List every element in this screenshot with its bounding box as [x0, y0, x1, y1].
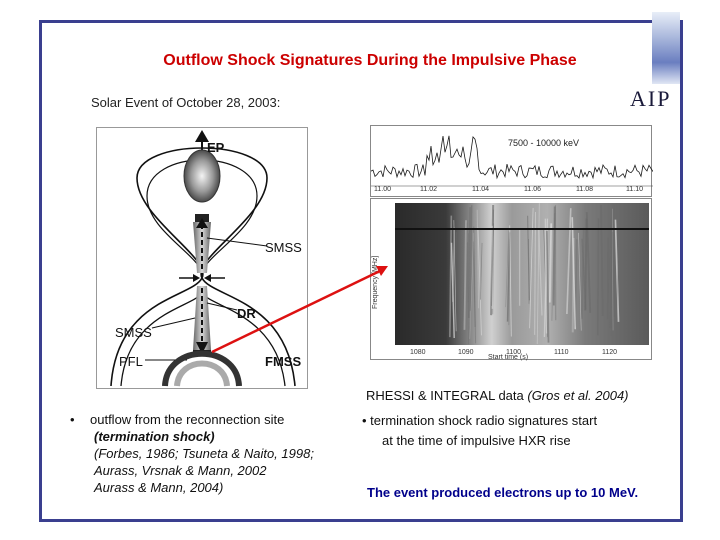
- spectrogram-streak: [566, 208, 572, 314]
- label-smss-top: SMSS: [265, 240, 302, 255]
- spectrogram-streak: [480, 242, 483, 300]
- spectrogram-streak: [467, 207, 472, 318]
- spectrogram-streak: [505, 230, 510, 308]
- spectrogram-streak: [571, 217, 577, 330]
- hxr-tick-4: 11.08: [576, 186, 593, 193]
- caption-ref: (Gros et al. 2004): [527, 388, 629, 403]
- hxr-lightcurve: [370, 135, 654, 180]
- spectrogram-streak: [551, 213, 556, 321]
- spectrogram-streak: [596, 218, 600, 336]
- hxr-tick-3: 11.06: [524, 186, 541, 193]
- spectro-x-label: Start time (s): [488, 354, 529, 361]
- label-ep: EP: [207, 140, 225, 155]
- spectrogram-streak: [578, 232, 582, 331]
- spectrogram-streak: [453, 220, 457, 332]
- spectrogram-streak: [607, 217, 612, 303]
- hxr-lightcurve-panel: [370, 125, 654, 197]
- spectrogram-streak: [450, 242, 455, 339]
- spectrogram-streak: [545, 230, 550, 343]
- spectrogram-streak: [477, 227, 482, 336]
- slide-frame: [39, 20, 683, 522]
- spectro-tick-1: 1090: [458, 349, 474, 356]
- hxr-tick-2: 11.04: [472, 186, 489, 193]
- spectrogram-streak: [552, 206, 556, 306]
- label-fmss: FMSS: [265, 354, 302, 369]
- label-smss-bottom: SMSS: [115, 325, 152, 340]
- spectrogram-streak: [538, 229, 543, 316]
- spectrogram-streak: [472, 241, 476, 328]
- spectrogram-streak: [536, 203, 540, 345]
- spectrogram-streak: [462, 222, 468, 321]
- spectrogram-streak: [506, 232, 511, 322]
- spectrogram-streak: [509, 225, 512, 337]
- spectrogram-streak: [534, 211, 536, 335]
- logo-graphic: [652, 12, 680, 84]
- label-pfl: PFL: [119, 354, 143, 369]
- spectrogram-streak: [449, 215, 453, 338]
- spectrogram-streak: [584, 218, 588, 311]
- left-bullet-line5: Aurass & Mann, 2004): [94, 480, 224, 495]
- spectrogram-streak: [609, 231, 614, 329]
- right-bullet-line1: termination shock radio signatures start: [370, 413, 598, 428]
- spectro-tick-4: 1120: [602, 349, 618, 356]
- spectrogram-streak: [616, 221, 620, 320]
- spectrogram-streak: [580, 227, 585, 319]
- spectro-tick-3: 1110: [554, 349, 569, 356]
- spectrogram-streak: [571, 237, 575, 333]
- spectrogram-streak: [476, 209, 480, 309]
- bullet-dot: •: [362, 413, 371, 428]
- hxr-tick-0: 11.00: [374, 186, 391, 193]
- reconnection-diagram: EP SMSS DR SMSS PFL FMSS: [96, 127, 308, 389]
- caption-main: RHESSI & INTEGRAL data: [366, 388, 528, 403]
- left-bullet-line2: (termination shock): [94, 429, 215, 444]
- hxr-tick-5: 11.10: [626, 186, 643, 193]
- spectrogram-streak: [469, 205, 473, 311]
- spectro-tick-0: 1080: [410, 349, 426, 356]
- spectrogram-streak: [469, 232, 474, 339]
- right-bullet-line2: at the time of impulsive HXR rise: [382, 433, 571, 448]
- bullet-dot: •: [70, 412, 75, 427]
- spectrogram-streak: [600, 205, 604, 316]
- energy-band-label: 7500 - 10000 keV: [508, 138, 580, 148]
- label-dr: DR: [237, 306, 256, 321]
- right-bullet: • termination shock radio signatures sta…: [362, 411, 662, 451]
- left-bullet-line3: (Forbes, 1986; Tsuneta & Naito, 1998;: [94, 446, 314, 461]
- slide-title: Outflow Shock Signatures During the Impu…: [163, 52, 577, 69]
- spectrogram-streak: [491, 209, 495, 306]
- hxr-tick-1: 11.02: [420, 186, 437, 193]
- figure-caption: RHESSI & INTEGRAL data (Gros et al. 2004…: [366, 388, 629, 403]
- spectrogram-streak: [610, 240, 613, 336]
- logo: AIP: [630, 86, 672, 111]
- spectro-tick-2: 1100: [506, 349, 522, 356]
- radio-spectrogram-panel: Frequency [MHz]: [370, 198, 652, 360]
- spectrogram-streaks: [449, 203, 620, 345]
- spectrogram-streak: [614, 219, 620, 322]
- spectrogram-streak: [548, 223, 553, 303]
- left-bullet: • outflow from the reconnection site (te…: [70, 411, 350, 496]
- spectrogram-streak: [466, 242, 469, 345]
- conclusion-text: The event produced electrons up to 10 Me…: [367, 485, 639, 500]
- left-bullet-line1: outflow from the reconnection site: [90, 412, 285, 427]
- left-bullet-line4: Aurass, Vrsnak & Mann, 2002: [94, 463, 267, 478]
- slide-subtitle: Solar Event of October 28, 2003:: [91, 95, 281, 110]
- spectrogram-streak: [463, 220, 467, 330]
- spectro-y-label: Frequency [MHz]: [372, 256, 379, 309]
